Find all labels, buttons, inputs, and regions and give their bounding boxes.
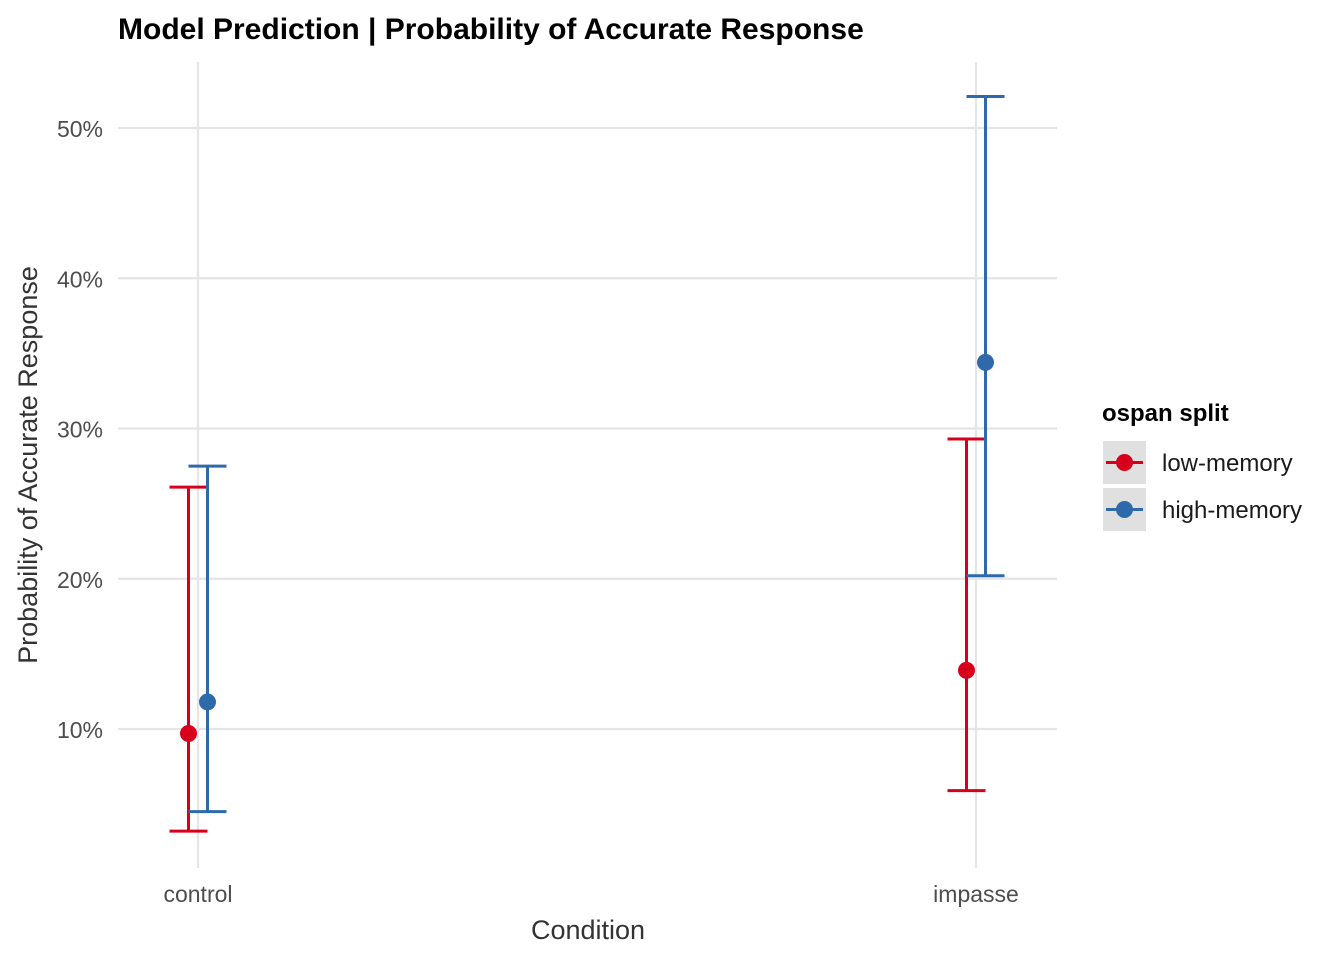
legend-label: low-memory	[1162, 450, 1293, 477]
y-tick-label: 20%	[57, 567, 103, 593]
y-tick-label: 50%	[57, 116, 103, 142]
errorbar-high-memory-control	[188, 464, 227, 814]
legend-label: high-memory	[1162, 497, 1302, 524]
errorbar-low-memory-impasse	[947, 437, 986, 793]
legend-items: low-memory high-memory	[1103, 441, 1302, 531]
legend-item-low-memory: low-memory	[1103, 441, 1293, 484]
x-tick-label: impasse	[933, 881, 1019, 907]
chart-title: Model Prediction | Probability of Accura…	[118, 13, 864, 46]
point-estimate	[180, 725, 197, 743]
point-estimate	[199, 693, 216, 711]
x-tick-labels: control impasse	[163, 881, 1018, 907]
y-tick-label: 30%	[57, 417, 103, 443]
legend: ospan split low-memory high-memory	[1102, 400, 1302, 531]
y-tick-label: 10%	[57, 717, 103, 743]
legend-key-point	[1116, 454, 1133, 471]
grid	[118, 62, 1057, 868]
legend-key-point	[1116, 501, 1133, 518]
point-estimate	[977, 353, 994, 371]
legend-item-high-memory: high-memory	[1103, 488, 1302, 531]
y-axis-title: Probability of Accurate Response	[13, 266, 43, 664]
y-tick-labels: 10% 20% 30% 40% 50%	[57, 116, 103, 743]
errorbar-low-memory-control	[169, 485, 208, 833]
x-axis-title: Condition	[531, 915, 645, 945]
legend-title: ospan split	[1102, 400, 1229, 427]
plot-marks	[169, 94, 1005, 833]
errorbar-high-memory-impasse	[966, 94, 1005, 578]
y-tick-label: 40%	[57, 266, 103, 292]
x-tick-label: control	[163, 881, 232, 907]
point-estimate	[958, 661, 975, 679]
